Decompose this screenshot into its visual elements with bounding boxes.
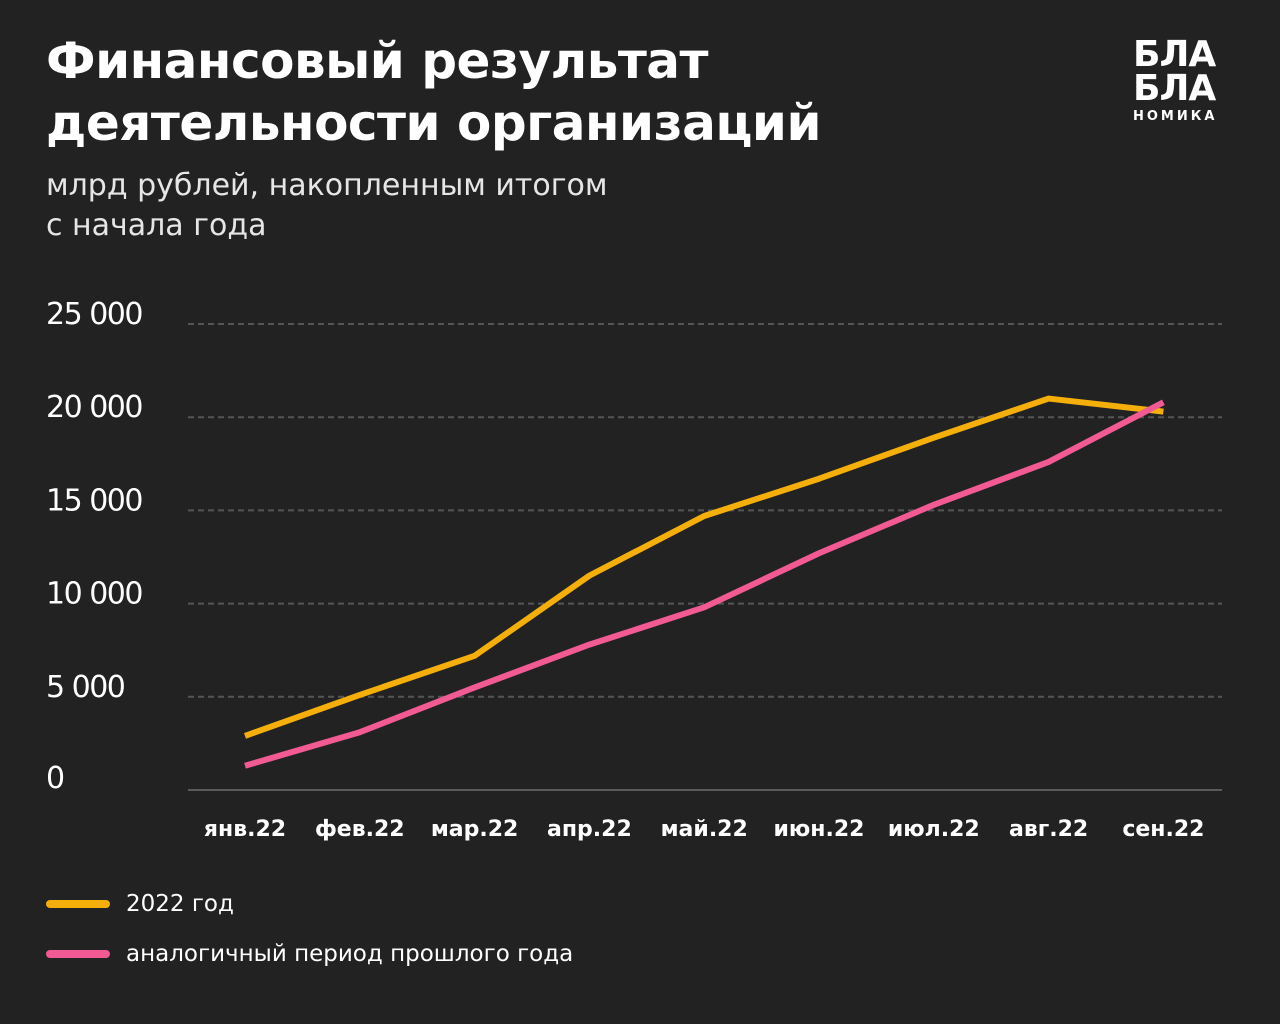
y-tick-label: 10 000 xyxy=(46,577,142,612)
x-tick-label: июл.22 xyxy=(888,817,980,842)
legend-label-2022: 2022 год xyxy=(126,891,234,917)
page-title: Финансовый результат деятельности органи… xyxy=(46,30,1066,154)
legend-item-prev: аналогичный период прошлого года xyxy=(46,934,573,974)
series-line-2022 xyxy=(243,395,1164,739)
legend-item-2022: 2022 год xyxy=(46,884,573,924)
x-tick-label: фев.22 xyxy=(315,817,405,842)
legend: 2022 год аналогичный период прошлого год… xyxy=(46,884,573,984)
y-tick-label: 25 000 xyxy=(46,297,142,332)
x-tick-label: апр.22 xyxy=(547,817,632,842)
legend-label-prev: аналогичный период прошлого года xyxy=(126,941,574,967)
subtitle-line-1: млрд рублей, накопленным итогом xyxy=(46,168,608,203)
x-tick-label: июн.22 xyxy=(774,817,865,842)
y-tick-label: 5 000 xyxy=(46,670,125,705)
y-tick-label: 0 xyxy=(46,761,64,796)
title-line-1: Финансовый результат xyxy=(46,32,709,90)
legend-swatch-2022 xyxy=(46,900,110,908)
logo-line-1: БЛА xyxy=(1133,34,1216,75)
legend-swatch-prev xyxy=(46,950,110,958)
y-tick-label: 15 000 xyxy=(46,483,142,518)
x-tick-label: сен.22 xyxy=(1122,817,1204,842)
subtitle: млрд рублей, накопленным итогом с начала… xyxy=(46,166,608,246)
y-tick-label: 20 000 xyxy=(46,390,142,425)
logo-line-2: БЛА xyxy=(1133,68,1216,109)
subtitle-line-2: с начала года xyxy=(46,208,267,243)
series-line-prev xyxy=(244,399,1165,769)
logo-line-3: НОМИКА xyxy=(1133,109,1218,124)
x-tick-label: мар.22 xyxy=(431,817,519,842)
brand-logo: БЛА БЛА НОМИКА xyxy=(1133,34,1243,126)
title-line-2: деятельности организаций xyxy=(46,94,822,152)
x-tick-label: авг.22 xyxy=(1009,817,1088,842)
x-tick-label: янв.22 xyxy=(204,817,286,842)
x-tick-label: май.22 xyxy=(661,817,748,842)
